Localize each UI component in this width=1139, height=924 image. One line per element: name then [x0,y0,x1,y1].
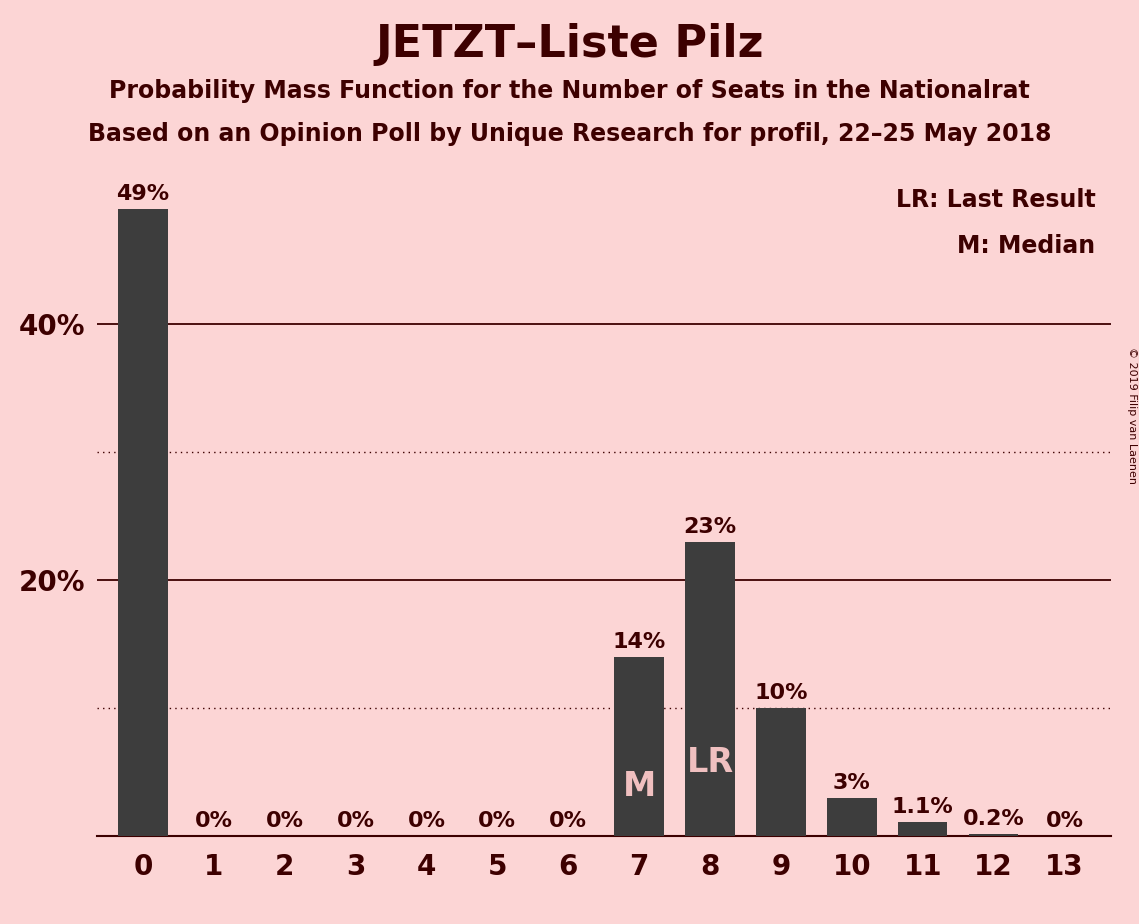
Text: M: M [623,770,656,803]
Text: 0.2%: 0.2% [962,808,1024,829]
Bar [756,709,805,836]
Text: 0%: 0% [336,811,375,831]
Bar [898,822,948,836]
Text: 3%: 3% [833,772,870,793]
Text: LR: LR [687,747,734,779]
Text: 0%: 0% [478,811,516,831]
Bar [118,210,167,836]
Text: 0%: 0% [1046,811,1083,831]
Text: 0%: 0% [265,811,304,831]
Bar [686,542,735,836]
Text: 10%: 10% [754,683,808,703]
Text: LR: Last Result: LR: Last Result [895,188,1096,212]
Bar [614,657,664,836]
Text: 14%: 14% [613,632,665,652]
Text: 0%: 0% [195,811,232,831]
Text: JETZT–Liste Pilz: JETZT–Liste Pilz [375,23,764,67]
Text: 1.1%: 1.1% [892,797,953,817]
Bar [827,797,877,836]
Text: 0%: 0% [549,811,588,831]
Text: Based on an Opinion Poll by Unique Research for profil, 22–25 May 2018: Based on an Opinion Poll by Unique Resea… [88,122,1051,146]
Text: Probability Mass Function for the Number of Seats in the Nationalrat: Probability Mass Function for the Number… [109,79,1030,103]
Text: 23%: 23% [683,517,737,537]
Text: 0%: 0% [408,811,445,831]
Text: 49%: 49% [116,184,170,204]
Text: M: Median: M: Median [957,234,1096,258]
Text: © 2019 Filip van Laenen: © 2019 Filip van Laenen [1126,347,1137,484]
Bar [969,833,1018,836]
